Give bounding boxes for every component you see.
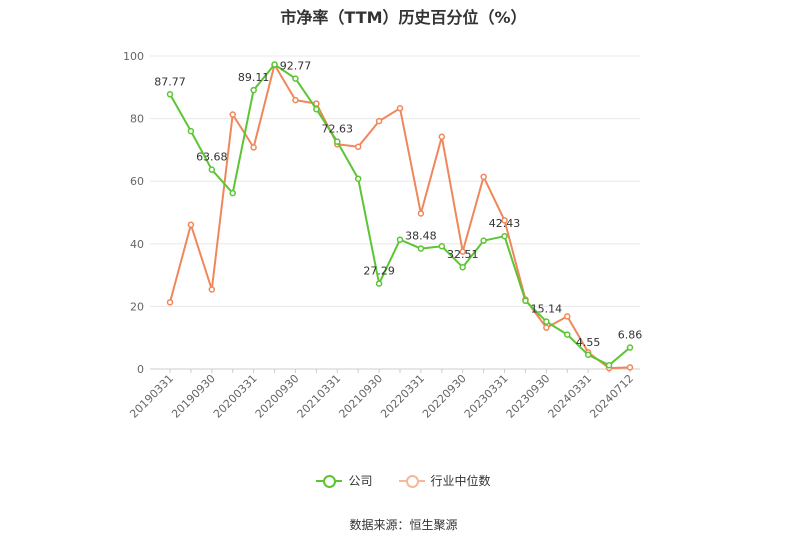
data-point-industry (396, 105, 404, 112)
x-tick-label: 20240331 (546, 372, 595, 421)
x-tick-label: 20200930 (253, 372, 302, 421)
data-label: 72.63 (322, 123, 354, 136)
data-point-company (187, 127, 195, 135)
data-point-company (250, 86, 257, 94)
data-point-company (166, 91, 174, 98)
data-label: 87.77 (154, 75, 186, 88)
x-tick-label: 20230930 (504, 372, 553, 421)
data-point-industry (417, 210, 425, 217)
x-tick-label: 20190331 (127, 372, 176, 421)
legend-item-company[interactable]: 公司 (316, 472, 373, 489)
data-point-industry (250, 144, 257, 151)
data-label: 27.29 (363, 265, 395, 278)
data-label: 15.14 (531, 303, 563, 316)
data-point-company (438, 243, 446, 250)
data-point-industry (501, 217, 508, 224)
data-point-company (501, 232, 508, 240)
data-point-company (396, 236, 404, 243)
data-point-industry (354, 143, 362, 151)
data-label: 32.51 (447, 248, 479, 261)
legend-marker-company (316, 474, 343, 488)
y-tick-label: 100 (123, 50, 144, 63)
x-tick-label: 20230331 (462, 372, 511, 421)
y-tick-label: 40 (130, 238, 144, 251)
data-point-company (459, 263, 466, 271)
data-label: 38.48 (405, 230, 437, 243)
data-point-company (605, 361, 613, 369)
data-label: 92.77 (280, 60, 312, 73)
x-tick-label: 20190930 (169, 372, 218, 421)
legend: 公司 行业中位数 (0, 472, 807, 489)
data-point-industry (187, 221, 195, 228)
legend-marker-industry (398, 474, 425, 488)
data-label: 42.43 (489, 217, 521, 230)
data-point-industry (480, 173, 487, 181)
data-point-company (313, 105, 320, 113)
data-point-company (375, 280, 383, 287)
data-point-industry (438, 133, 446, 141)
data-point-industry (208, 286, 216, 293)
data-point-industry (166, 299, 174, 306)
legend-label-company: 公司 (348, 474, 373, 488)
data-point-company (480, 237, 487, 244)
data-point-company (626, 344, 634, 351)
chart-title: 市净率（TTM）历史百分位（%） (280, 8, 527, 27)
data-point-industry (564, 313, 571, 320)
legend-label-industry: 行业中位数 (430, 474, 491, 488)
data-point-company (292, 75, 299, 82)
data-label: 6.86 (618, 329, 643, 342)
data-point-industry (375, 117, 383, 125)
data-point-company (543, 318, 550, 325)
data-point-industry (229, 111, 236, 118)
data-point-company (417, 245, 425, 252)
data-point-company (522, 297, 529, 305)
y-tick-label: 60 (130, 175, 144, 188)
data-point-company (564, 331, 571, 338)
legend-item-industry[interactable]: 行业中位数 (398, 472, 491, 489)
x-tick-label: 20220331 (378, 372, 427, 421)
data-point-company (271, 61, 278, 68)
data-point-company (334, 138, 341, 145)
data-point-company (584, 351, 592, 359)
data-label: 63.68 (196, 151, 228, 164)
data-point-industry (292, 96, 299, 104)
data-point-industry (626, 364, 634, 371)
x-tick-label: 20210331 (295, 372, 344, 421)
x-tick-label: 20200331 (211, 372, 260, 421)
data-point-industry (459, 248, 466, 255)
y-tick-label: 0 (137, 363, 144, 376)
data-point-industry (543, 324, 550, 331)
x-tick-label: 20240712 (587, 372, 636, 421)
data-point-company (229, 189, 236, 197)
data-label: 89.11 (238, 71, 270, 84)
data-point-company (354, 175, 362, 182)
data-point-company (208, 166, 216, 173)
y-tick-label: 80 (130, 113, 144, 126)
x-tick-label: 20220930 (420, 372, 469, 421)
x-tick-label: 20210930 (336, 372, 385, 421)
y-tick-label: 20 (130, 300, 144, 313)
data-label: 4.55 (576, 336, 601, 349)
data-source: 数据来源：恒生聚源 (349, 518, 458, 532)
